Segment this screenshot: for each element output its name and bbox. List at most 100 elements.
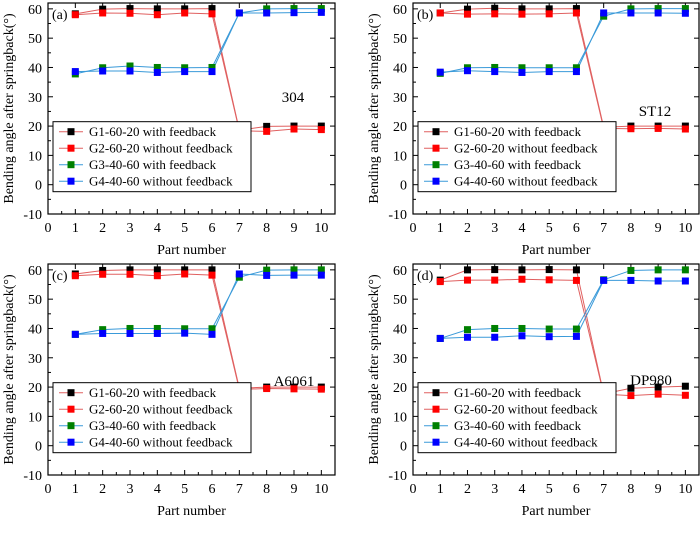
x-tick-label: 8 — [263, 221, 270, 236]
x-tick-label: 7 — [600, 221, 607, 236]
y-tick-label: 50 — [393, 32, 407, 47]
x-tick-label: 3 — [491, 482, 498, 497]
x-tick-label: 8 — [627, 482, 634, 497]
legend-entry: G3-40-60 with feedback — [89, 418, 217, 433]
series-4-marker — [463, 67, 471, 75]
legend-entry: G1-60-20 with feedback — [89, 124, 217, 139]
series-4-marker — [263, 9, 271, 17]
series-line-3 — [75, 8, 322, 75]
x-tick-label: 0 — [45, 221, 52, 236]
series-3-marker — [208, 63, 216, 71]
series-2-marker — [681, 125, 689, 133]
series-1-marker — [181, 266, 189, 274]
series-3-marker — [491, 63, 499, 71]
legend-marker — [67, 177, 75, 185]
series-4-marker — [208, 330, 216, 338]
x-tick-label: 2 — [99, 482, 106, 497]
series-2-marker — [654, 124, 662, 132]
x-tick-label: 9 — [655, 221, 662, 236]
y-tick-label: -10 — [23, 208, 42, 223]
series-2-marker — [153, 11, 161, 19]
series-4-marker — [491, 333, 499, 341]
x-tick-label: 2 — [464, 221, 471, 236]
x-tick-label: 10 — [678, 221, 692, 236]
y-tick-label: 20 — [28, 120, 42, 135]
series-4-marker — [463, 333, 471, 341]
y-tick-label: 10 — [393, 149, 407, 164]
legend-entry: G1-60-20 with feedback — [89, 385, 217, 400]
series-3-marker — [681, 266, 689, 274]
series-1-marker — [545, 266, 553, 274]
x-tick-label: 3 — [127, 482, 134, 497]
series-line-1 — [75, 8, 322, 131]
series-4-marker — [627, 9, 635, 17]
series-1-marker — [491, 266, 499, 274]
series-2-marker — [627, 125, 635, 133]
series-3-marker — [317, 5, 325, 13]
series-1-marker — [681, 382, 689, 390]
legend-entry: G2-60-20 without feedback — [89, 402, 233, 417]
series-4-marker — [654, 277, 662, 285]
series-2-marker — [126, 270, 134, 278]
series-3-marker — [153, 324, 161, 332]
x-tick-label: 3 — [491, 221, 498, 236]
legend-entry: G4-40-60 without feedback — [89, 435, 233, 450]
y-tick-label: 0 — [400, 440, 407, 455]
series-4-marker — [681, 277, 689, 285]
series-3-marker — [317, 266, 325, 274]
series-3-marker — [153, 63, 161, 71]
series-3-marker — [627, 5, 635, 13]
series-4-marker — [126, 329, 134, 337]
plot-frame — [412, 2, 700, 215]
series-3-marker — [627, 266, 635, 274]
series-2-marker — [208, 10, 216, 18]
series-2-marker — [654, 390, 662, 398]
series-2-marker — [545, 276, 553, 284]
series-2-marker — [463, 276, 471, 284]
y-tick-label: 0 — [35, 440, 42, 455]
legend-entry: G1-60-20 with feedback — [454, 124, 582, 139]
legend-marker — [432, 128, 440, 136]
y-tick-label: 30 — [28, 91, 42, 106]
series-line-4 — [440, 12, 686, 73]
y-tick-label: -10 — [23, 469, 42, 484]
series-3-marker — [181, 64, 189, 72]
legend-entry: G4-40-60 without feedback — [454, 174, 598, 189]
series-line-4 — [75, 11, 322, 73]
series-1-marker — [208, 266, 216, 274]
series-4-marker — [235, 9, 243, 17]
series-4-marker — [71, 330, 79, 338]
series-2-marker — [317, 385, 325, 393]
series-1-marker — [654, 383, 662, 391]
x-tick-label: 1 — [72, 221, 79, 236]
y-tick-label: 60 — [393, 264, 407, 279]
series-1-marker — [545, 5, 553, 13]
series-2-marker — [491, 10, 499, 18]
series-4-marker — [263, 271, 271, 279]
series-4-marker — [317, 271, 325, 279]
series-3-marker — [518, 324, 526, 332]
legend-marker — [432, 177, 440, 185]
y-tick-label: 10 — [393, 410, 407, 425]
series-line-2 — [75, 12, 322, 132]
series-4-marker — [290, 9, 298, 17]
series-4-marker — [491, 68, 499, 76]
series-4-marker — [545, 68, 553, 76]
panel-label: (c) — [52, 269, 68, 284]
plot-frame — [47, 263, 336, 476]
series-4-marker — [99, 67, 107, 75]
legend-entry: G2-60-20 without feedback — [89, 141, 233, 156]
x-tick-label: 8 — [627, 221, 634, 236]
x-tick-label: 10 — [678, 482, 692, 497]
series-4-marker — [317, 8, 325, 16]
plot-frame — [47, 2, 336, 215]
x-tick-label: 2 — [464, 482, 471, 497]
x-tick-label: 8 — [263, 482, 270, 497]
y-axis-label: Bending angle after springback(°) — [367, 274, 382, 465]
series-2-marker — [181, 270, 189, 278]
series-3-marker — [518, 64, 526, 72]
legend-marker — [432, 438, 440, 446]
x-tick-label: 7 — [236, 221, 243, 236]
